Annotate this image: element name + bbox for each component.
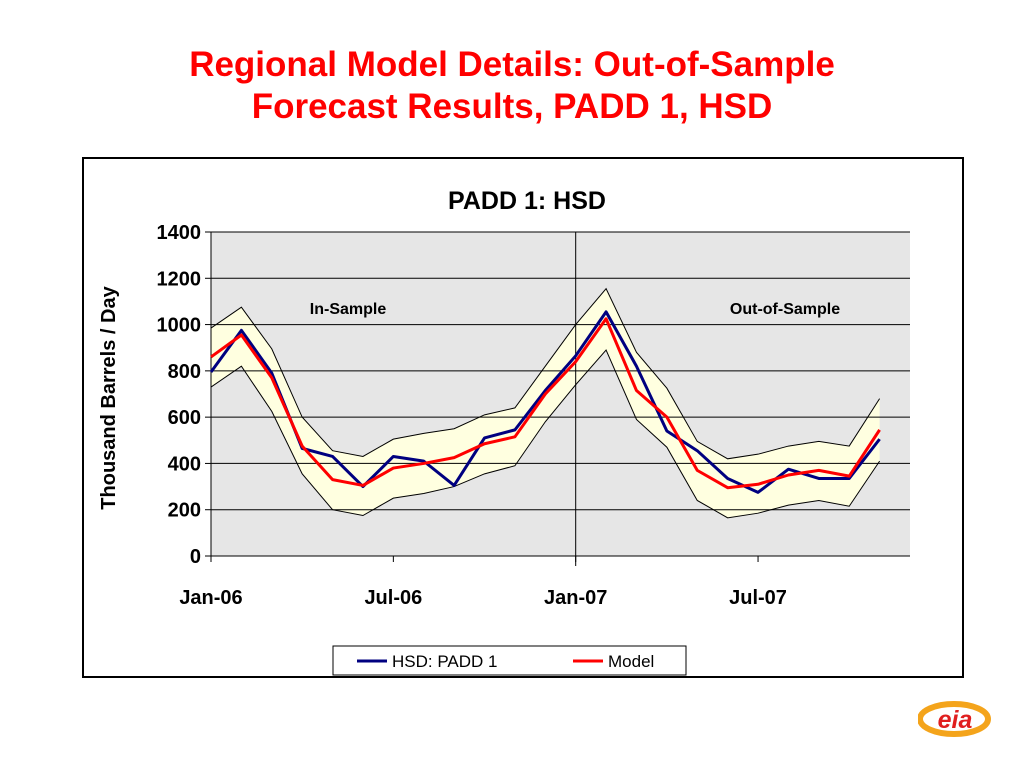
legend-label-model: Model [608,652,654,671]
y-tick-label: 600 [168,407,201,429]
out-of-sample-annotation: Out-of-Sample [730,301,840,318]
plot-area: 0 200 400 600 800 1000 1200 1400 Jan-06 Jul-06 Jan… [157,222,910,609]
y-tick-label: 800 [168,361,201,383]
eia-logo-text: eia [938,706,973,734]
chart-title: PADD 1: HSD [448,187,606,215]
x-tick-label: Jan-06 [179,587,242,609]
line-chart: PADD 1: HSD Thousand Barrels / Day 0 200 4… [98,187,910,676]
y-tick-label: 0 [190,546,201,568]
series-line-model [210,317,881,490]
eia-logo-swoosh [918,701,991,737]
chart-legend: HSD: PADD 1 Model [332,645,687,676]
y-tick-label: 200 [168,500,201,522]
band-lower-line [210,349,881,519]
y-tick-label: 1000 [157,315,202,337]
y-tick-label: 1200 [157,268,202,290]
legend-box [332,645,687,676]
x-tick-label: Jan-07 [544,587,607,609]
series-line-hsd [209,310,881,494]
slide-title-line-2: Forecast Results, PADD 1, HSD [251,87,773,126]
confidence-band [211,288,880,518]
y-tick-label: 1400 [157,222,202,244]
x-tick-label: Jul-06 [364,587,422,609]
y-tick-label: 400 [168,453,201,475]
slide-title-line-1: Regional Model Details: Out-of-Sample [189,45,835,84]
band-upper-line [210,287,881,460]
eia-logo-icon: eia [918,701,991,737]
slide-title: Regional Model Details: Out-of-Sample Fo… [0,44,1024,128]
x-tick-label: Jul-07 [729,587,787,609]
in-sample-annotation: In-Sample [310,301,387,318]
chart-frame: PADD 1: HSD Thousand Barrels / Day 0 200 4… [82,157,964,678]
legend-label-hsd: HSD: PADD 1 [392,652,498,671]
y-axis-label: Thousand Barrels / Day [98,285,120,509]
